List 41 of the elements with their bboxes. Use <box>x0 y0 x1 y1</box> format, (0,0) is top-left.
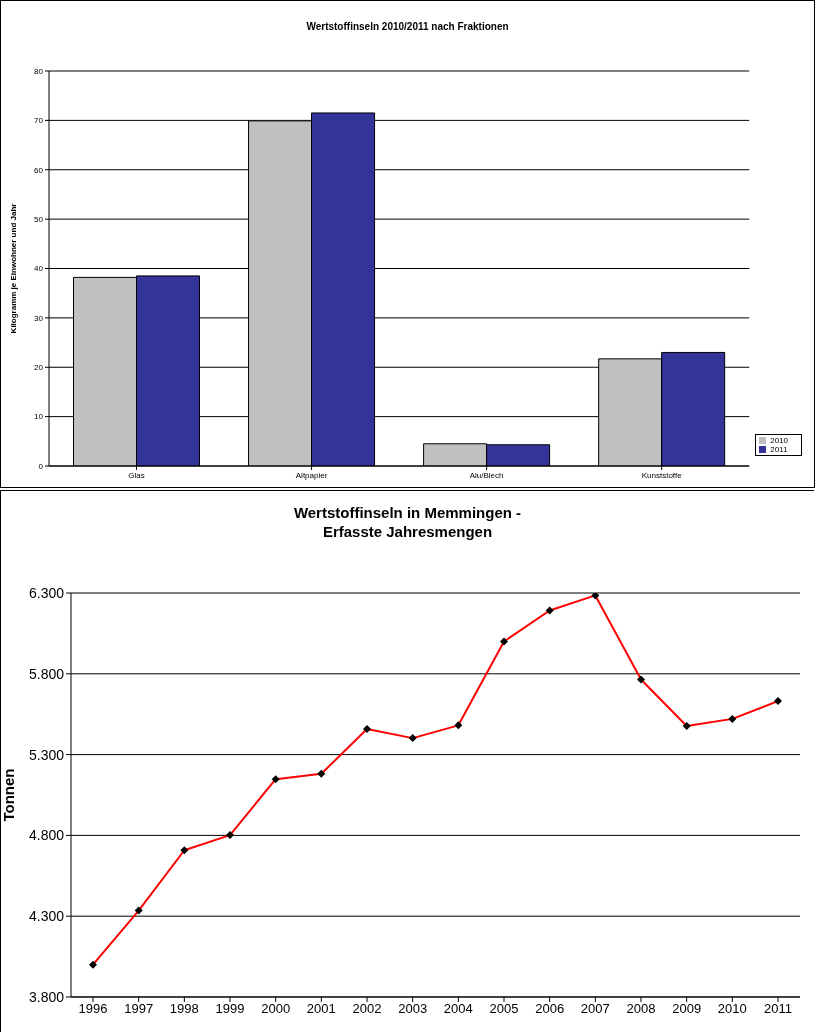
chart-title: Wertstoffinseln 2010/2011 nach Fraktionen <box>305 21 510 32</box>
x-tick-label: 2007 <box>580 1001 610 1017</box>
x-tick-label: 2006 <box>535 1001 565 1017</box>
x-tick-label: Glas <box>128 470 145 480</box>
y-tick-label: 40 <box>34 264 44 274</box>
x-tick-label: 1997 <box>124 1001 154 1017</box>
legend-label: 2011 <box>770 445 788 454</box>
y-tick-label: 0 <box>38 461 44 471</box>
y-tick-label: 3.800 <box>28 988 65 1005</box>
y-tick-label: 4.800 <box>28 827 65 844</box>
chart-title: Wertstoffinseln in Memmingen - Erfasste Jahresmengen <box>292 503 523 541</box>
y-tick-label: 5.800 <box>28 665 65 682</box>
y-tick-label: 20 <box>34 363 44 373</box>
y-tick-label: 6.300 <box>28 584 65 601</box>
x-tick-label: 2009 <box>672 1001 702 1017</box>
y-tick-label: 50 <box>34 214 44 224</box>
y-tick-label: 30 <box>34 313 44 323</box>
x-tick-label: 2001 <box>306 1001 336 1017</box>
x-tick-label: 2000 <box>261 1001 291 1017</box>
y-tick-label: 70 <box>34 116 44 126</box>
x-tick-label: 2004 <box>443 1001 473 1017</box>
y-axis-title: Tonnen <box>0 768 18 822</box>
y-tick-label: 10 <box>34 412 44 422</box>
y-tick-label: 5.300 <box>28 746 65 763</box>
x-tick-label: 2010 <box>717 1001 747 1017</box>
x-tick-label: 1998 <box>169 1001 199 1017</box>
x-tick-label: 2011 <box>764 1001 792 1017</box>
y-tick-label: 4.300 <box>28 908 65 925</box>
x-tick-label: 2003 <box>398 1001 428 1017</box>
y-axis-title: Kilogramm je Einwohner und Jahr <box>8 203 18 334</box>
legend-label: 2010 <box>770 436 788 445</box>
x-tick-label: 2008 <box>626 1001 656 1017</box>
x-tick-label: Alu/Blech <box>469 470 504 480</box>
x-tick-label: 2005 <box>489 1001 519 1017</box>
x-tick-label: 2002 <box>352 1001 382 1017</box>
x-tick-label: 1996 <box>78 1001 108 1017</box>
y-tick-label: 60 <box>34 165 44 175</box>
x-tick-label: 1999 <box>215 1001 245 1017</box>
x-tick-label: Altpapier <box>295 470 328 480</box>
x-tick-label: Kunststoffe <box>641 470 683 480</box>
y-tick-label: 80 <box>34 66 44 76</box>
